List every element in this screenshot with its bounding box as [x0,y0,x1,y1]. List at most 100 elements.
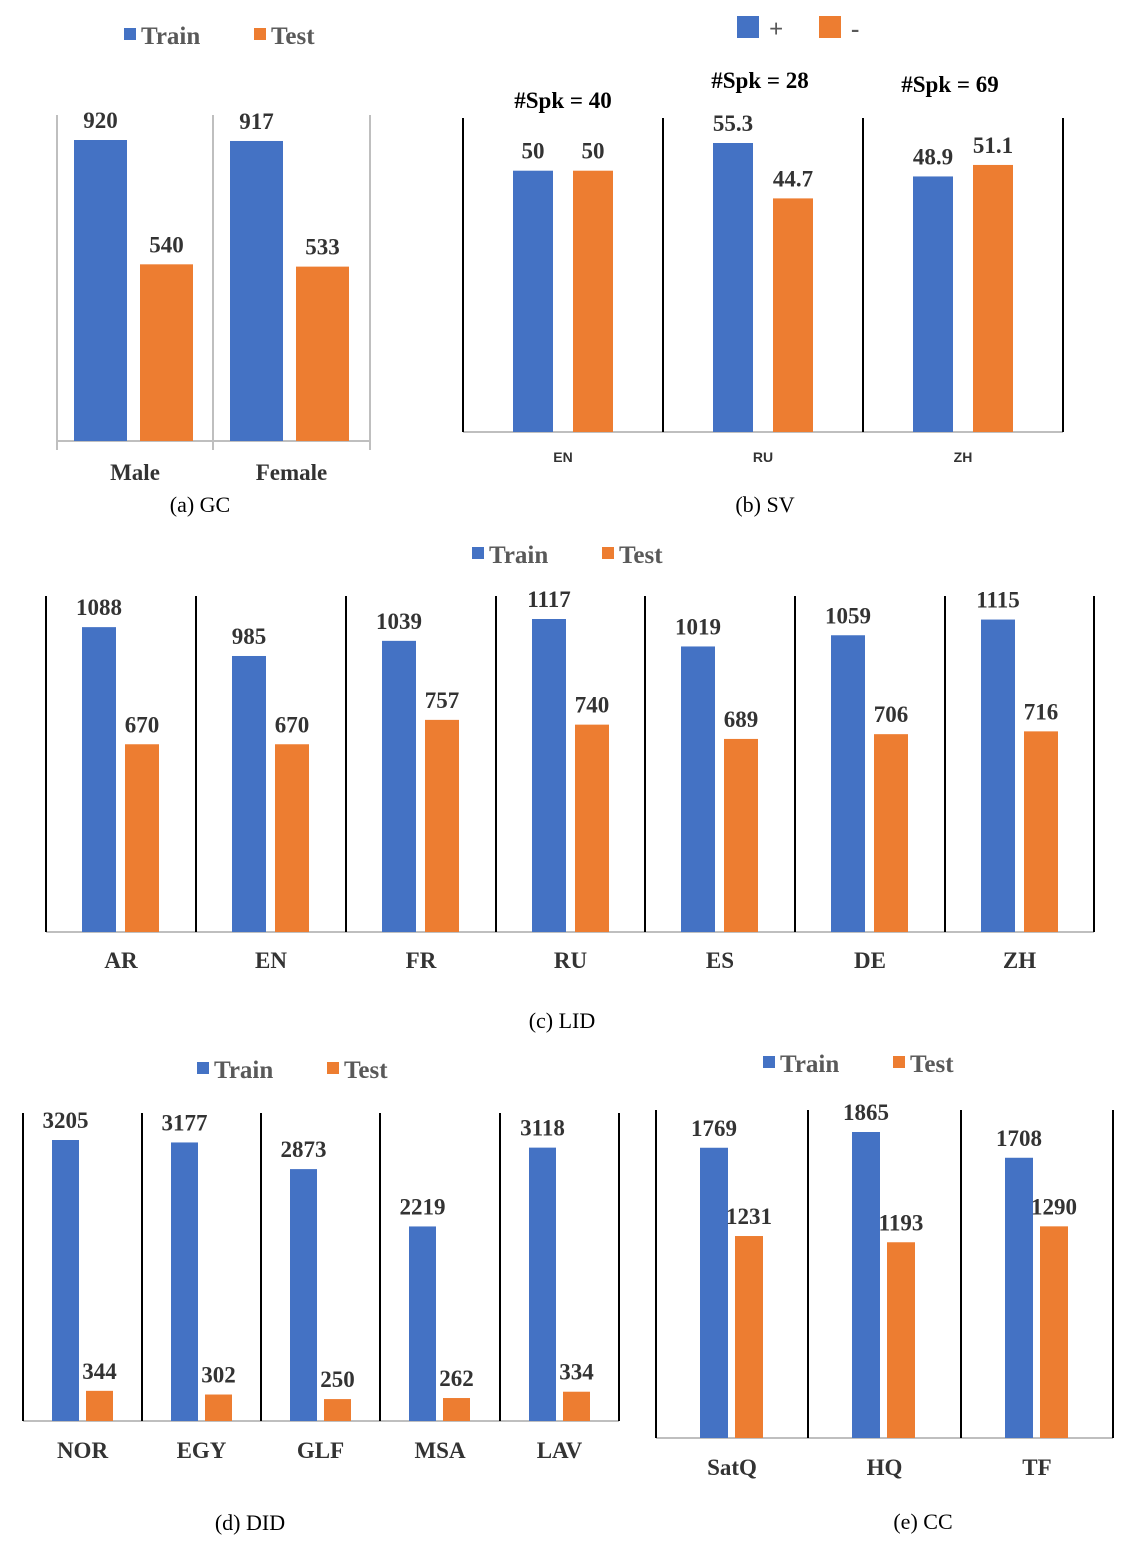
data-label: 689 [724,707,759,732]
chart-sv: 50 55.3 48.9 50 44.7 51.1 EN RU ZH #Spk = 40 #Spk … [462,16,1064,517]
legend-swatch [602,547,614,559]
legend-label: Train [780,1051,839,1078]
data-label: 1193 [879,1210,924,1235]
bar-did-train-msa [409,1226,436,1421]
category-label: EN [255,948,287,973]
data-label: 533 [305,235,340,260]
bar-sv--zh [913,176,953,432]
data-label: 670 [125,712,160,737]
legend-label: Test [619,542,663,569]
chart-cc: 1769 1865 1708 1231 1193 1290 SatQ HQ TF Train Tes… [655,1051,1114,1534]
data-label: 302 [201,1363,236,1388]
category-label: AR [104,948,138,973]
data-label: 2219 [400,1194,446,1219]
bar-did-test-nor [86,1390,113,1421]
legend-label: Train [141,23,200,50]
bar-lid-train-de [831,635,865,932]
caption: (d) DID [215,1510,285,1535]
legend-label: Test [271,23,315,50]
bar-lid-test-ru [575,724,609,932]
bar-gc-test-male [140,264,193,441]
data-label: 1088 [76,595,122,620]
category-label: MSA [414,1438,466,1463]
data-label: 51.1 [973,133,1013,158]
bar-cc-test-satq [735,1236,763,1438]
bar-lid-test-zh [1024,731,1058,932]
legend: Train Test [763,1051,954,1078]
data-label: 1117 [527,587,570,612]
category-label: SatQ [707,1455,757,1480]
caption: (c) LID [529,1008,596,1033]
caption: (e) CC [893,1509,952,1534]
bar-did-train-egy [171,1142,198,1421]
data-label: 3177 [162,1110,208,1135]
bar-sv--en [513,170,553,433]
data-label: 985 [232,624,267,649]
legend: + - [737,16,859,43]
bar-lid-test-de [874,734,908,932]
data-label: 3118 [520,1116,565,1141]
bar-cc-test-hq [887,1242,915,1438]
data-label: 3205 [43,1108,89,1133]
category-label: DE [854,948,886,973]
bar-did-test-msa [443,1398,470,1421]
category-label: EGY [177,1438,227,1463]
category-label: EN [553,449,572,465]
bar-did-train-glf [290,1169,317,1421]
caption: (b) SV [735,492,794,517]
bar-lid-test-fr [425,719,459,932]
category-label: ZH [954,449,973,465]
data-label: 1865 [843,1100,889,1125]
legend-swatch [763,1056,775,1068]
bar-lid-train-es [681,646,715,932]
bar-lid-train-ar [82,627,116,932]
data-label: 55.3 [713,111,753,136]
category-label: LAV [537,1438,583,1463]
bar-gc-train-male [74,140,127,441]
bar-lid-test-es [724,738,758,932]
legend: Train Test [124,23,315,50]
data-label: 50 [582,139,605,164]
data-label: 2873 [281,1137,327,1162]
bar-sv--en [573,170,613,433]
bar-lid-train-ru [532,619,566,932]
bar-gc-test-female [296,266,349,441]
data-label: 716 [1024,699,1059,724]
data-label: 334 [559,1360,594,1385]
legend: Train Test [197,1057,388,1084]
bar-lid-train-en [232,655,266,932]
data-label: 1769 [691,1116,737,1141]
data-label: 920 [83,108,118,133]
data-label: 1290 [1031,1194,1077,1219]
legend-swatch [197,1062,209,1074]
legend-swatch [819,16,841,38]
bar-lid-train-zh [981,619,1015,932]
legend-label: + [769,16,783,43]
data-label: 1039 [376,609,422,634]
data-label: 1115 [976,588,1019,613]
bar-cc-train-hq [852,1132,880,1438]
category-label: ES [706,948,734,973]
category-label: RU [753,449,773,465]
legend-label: Train [489,542,548,569]
data-label: 706 [874,702,909,727]
legend-label: Train [214,1057,273,1084]
data-label: 1019 [675,614,721,639]
data-label: 1231 [726,1204,772,1229]
data-label: 48.9 [913,144,953,169]
chart-lid: 1088 985 1039 1117 1019 1059 1115 670 670 757 740 6… [45,542,1095,1033]
caption: (a) GC [170,492,230,517]
data-label: 250 [320,1367,355,1392]
bar-did-train-lav [529,1147,556,1421]
chart-gc: 920 917 540 533 Male Female Train Test (a) GC [56,23,371,517]
bar-cc-test-tf [1040,1226,1068,1438]
bar-did-test-lav [563,1391,590,1421]
bar-cc-train-satq [700,1147,728,1438]
bar-did-train-nor [52,1140,79,1421]
bar-lid-test-ar [125,744,159,932]
legend-swatch [327,1062,339,1074]
data-label: 344 [82,1359,117,1384]
data-label: 50 [522,139,545,164]
legend-swatch [737,16,759,38]
